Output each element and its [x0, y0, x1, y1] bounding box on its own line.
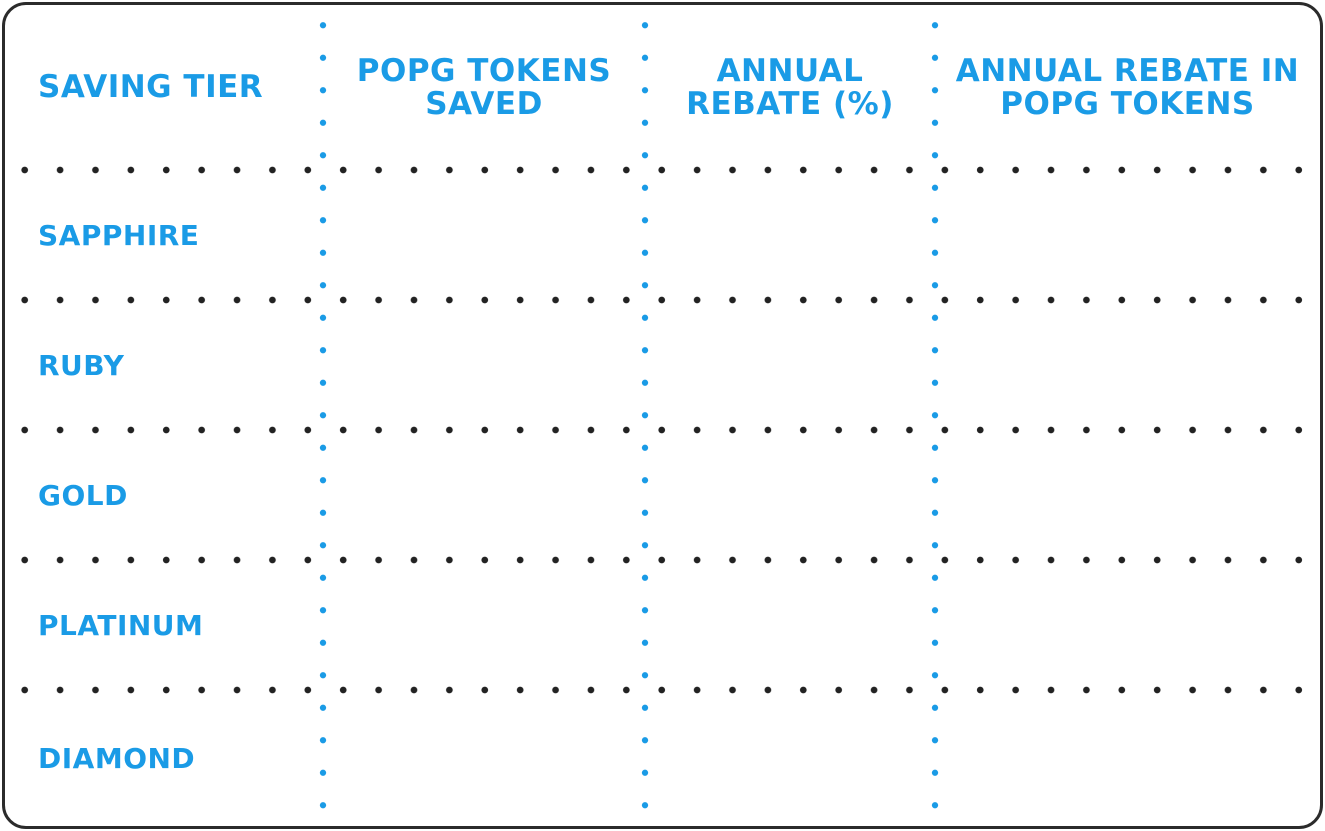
row-separator [5, 296, 1320, 304]
column-separator [641, 5, 649, 826]
tier-label-sapphire: SAPPHIRE [38, 218, 200, 252]
tier-label-gold: GOLD [38, 478, 128, 512]
cell-rebate-tokens [935, 560, 1320, 690]
tier-label-platinum: PLATINUM [38, 608, 204, 642]
cell-rebate-tokens [935, 430, 1320, 560]
cell-rebate-percent [645, 170, 935, 300]
header-annual-rebate-tokens: ANNUAL REBATE IN POPG TOKENS [955, 52, 1300, 122]
cell-rebate-percent [645, 560, 935, 690]
row-separator [5, 426, 1320, 434]
header-popg-tokens-saved: POPG TOKENS SAVED [356, 52, 612, 122]
tier-label-ruby: RUBY [38, 348, 125, 382]
cell-rebate-percent [645, 300, 935, 430]
cell-tokens-saved [323, 430, 645, 560]
cell-rebate-tokens [935, 170, 1320, 300]
cell-tokens-saved [323, 690, 645, 826]
column-separator [931, 5, 939, 826]
tier-label-diamond: DIAMOND [38, 741, 196, 775]
header-annual-rebate-percent: ANNUAL REBATE (%) [686, 52, 894, 122]
cell-tokens-saved [323, 560, 645, 690]
cell-rebate-tokens [935, 690, 1320, 826]
rebate-table: SAVING TIER POPG TOKENS SAVED ANNUAL REB… [5, 5, 1320, 826]
cell-tokens-saved [323, 300, 645, 430]
row-separator [5, 166, 1320, 174]
cell-rebate-percent [645, 690, 935, 826]
cell-rebate-percent [645, 430, 935, 560]
cell-rebate-tokens [935, 300, 1320, 430]
row-separator [5, 686, 1320, 694]
column-separator [319, 5, 327, 826]
row-separator [5, 556, 1320, 564]
header-saving-tier: SAVING TIER [38, 69, 264, 105]
cell-tokens-saved [323, 170, 645, 300]
